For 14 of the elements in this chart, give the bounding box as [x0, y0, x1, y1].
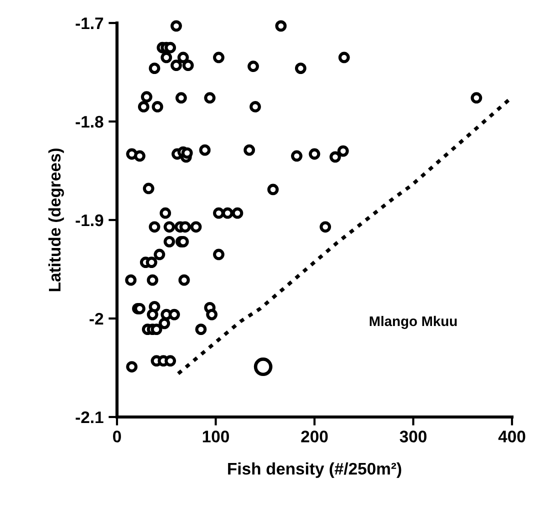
x-tick-label: 200 [301, 430, 328, 442]
y-tick-label: -2.1 [76, 411, 104, 424]
x-tick-label: 0 [113, 430, 121, 442]
x-tick-label: 300 [400, 430, 426, 442]
annotation: Mlango Mkuu [370, 316, 457, 329]
x-tick-label: 100 [202, 430, 229, 442]
line-series [176, 97, 512, 376]
y-tick-label: -1.7 [76, 18, 104, 30]
y-axis-title: Latitude (degrees) [48, 148, 64, 292]
y-tick-label: -1.9 [76, 214, 104, 226]
x-axis-title: Fish density (#/250m²) [228, 462, 402, 478]
y-tick-label: -2 [90, 312, 104, 325]
x-tick-label: 400 [498, 430, 526, 442]
y-tick-label: -1.8 [76, 116, 104, 128]
